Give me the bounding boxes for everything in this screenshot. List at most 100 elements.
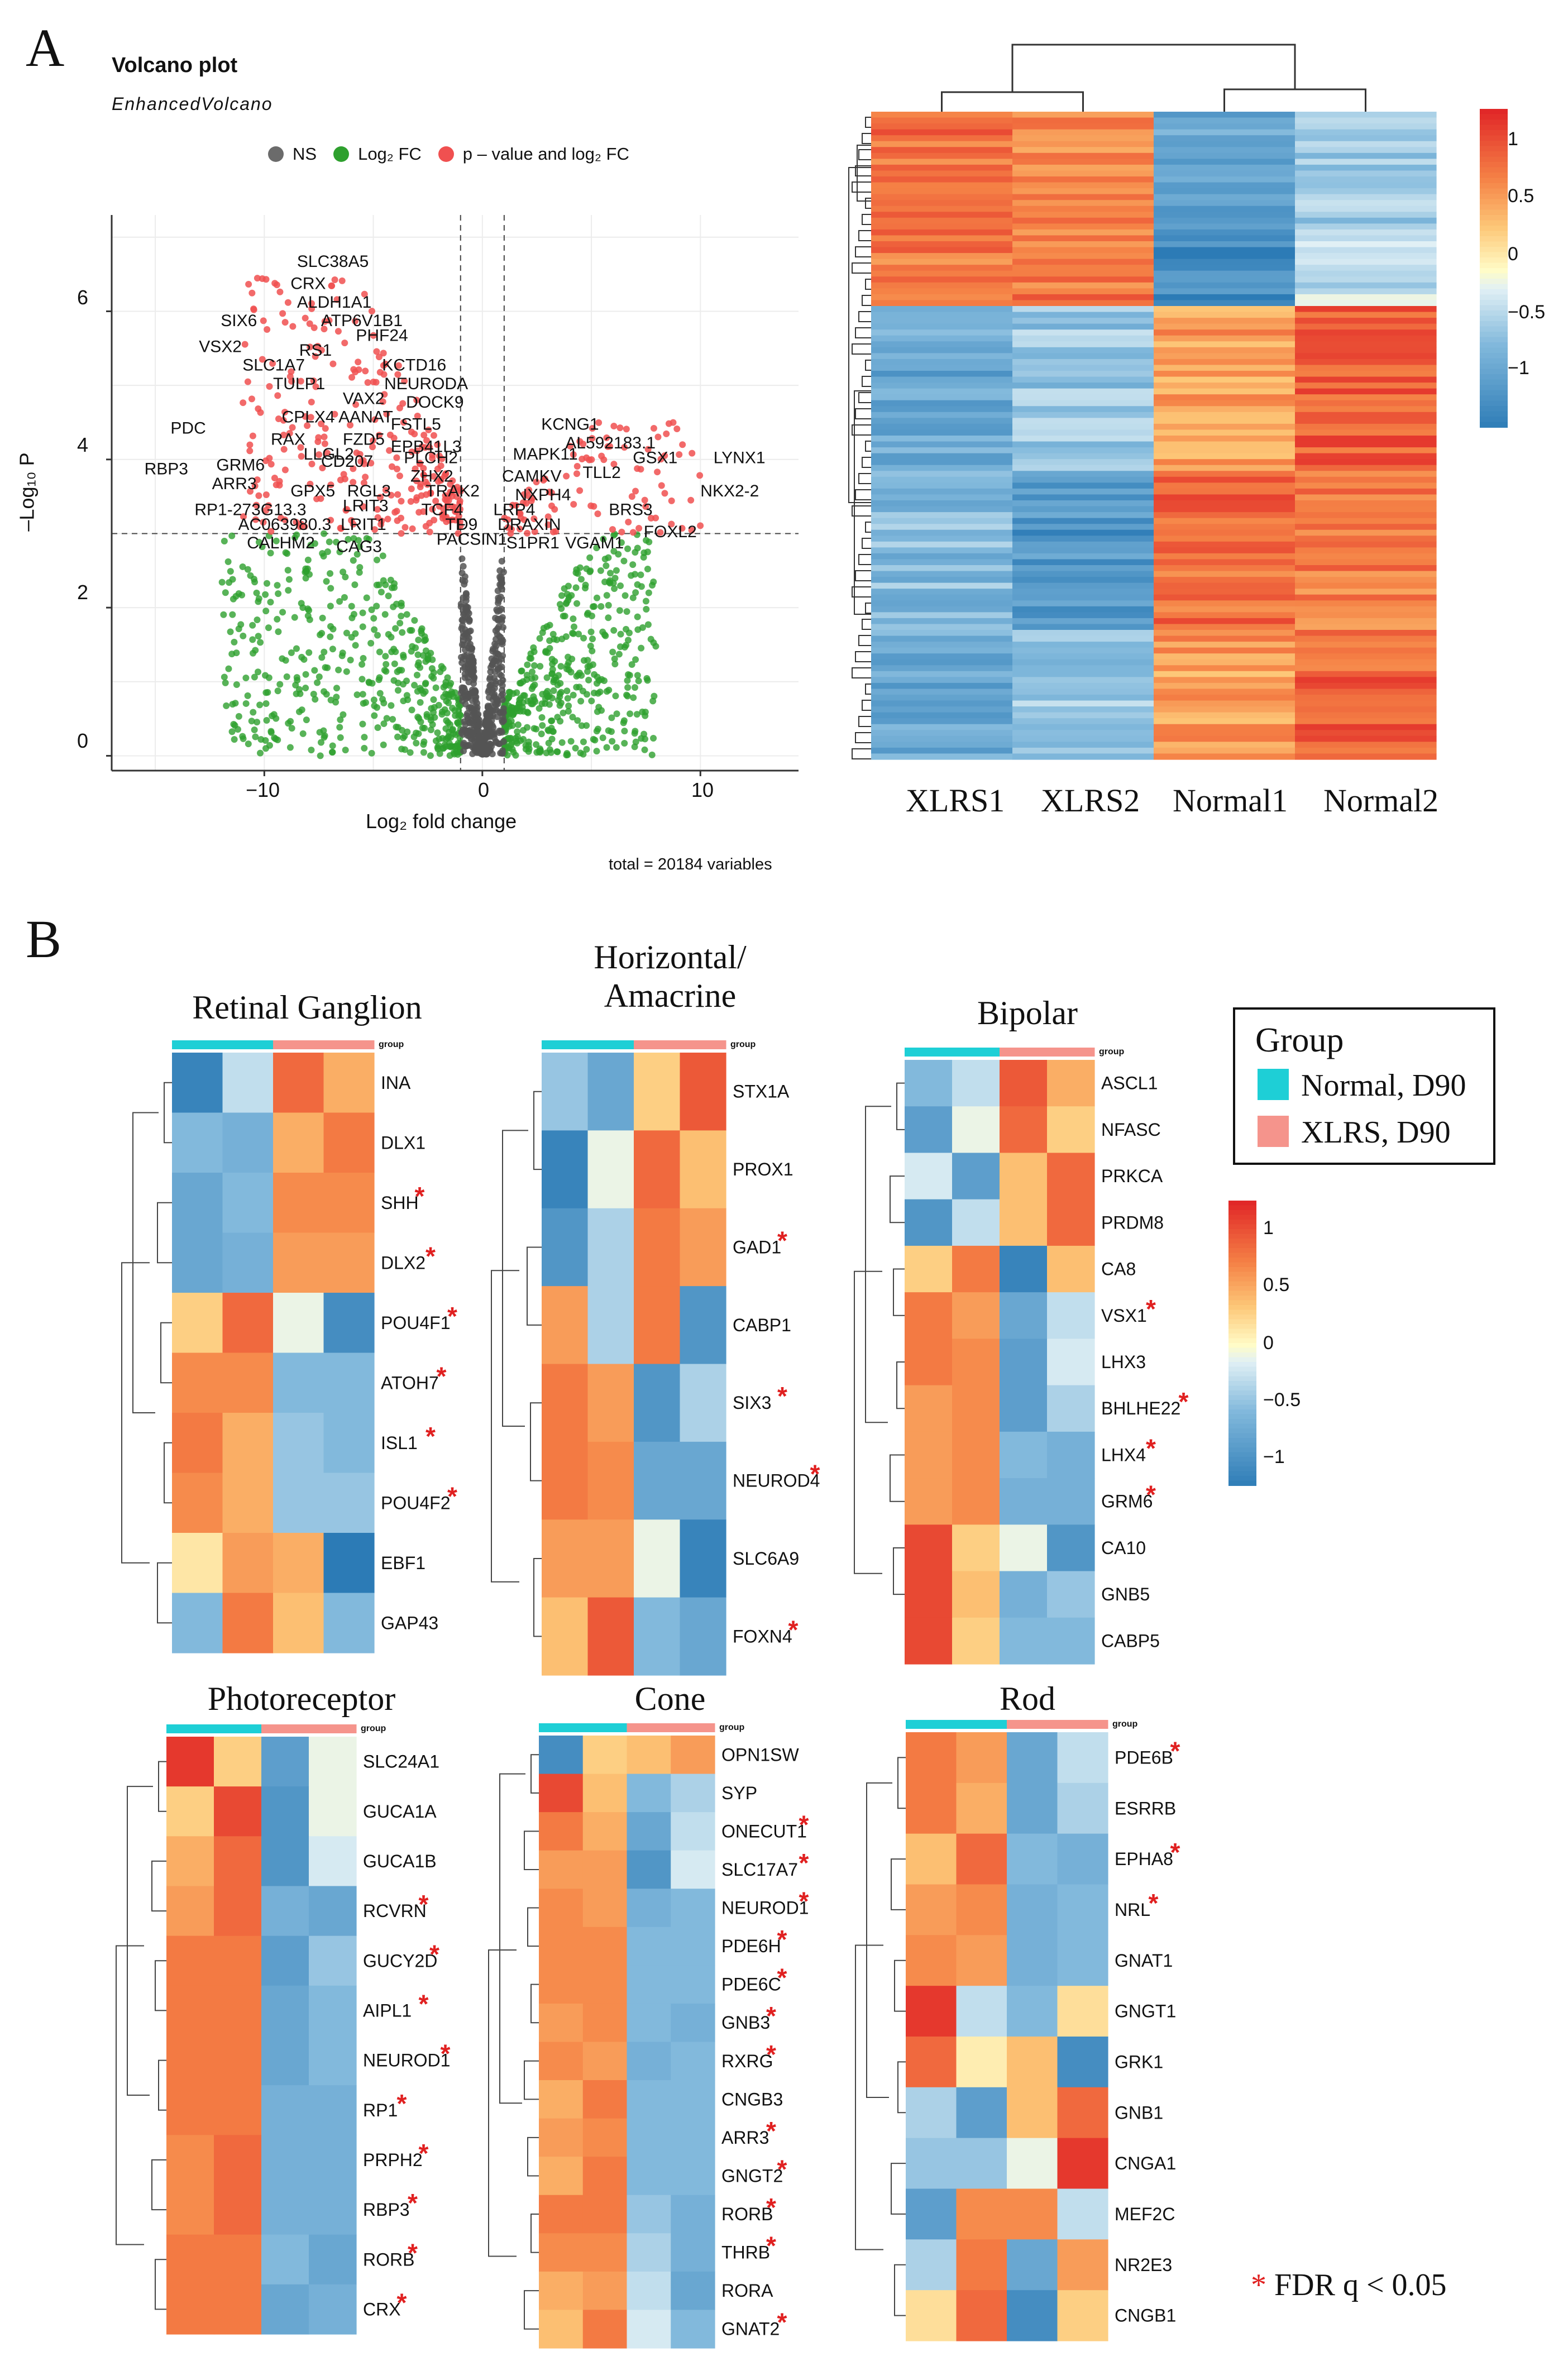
volcano-point-fc bbox=[388, 702, 395, 709]
heatmap-a-cell bbox=[1295, 471, 1437, 477]
dendro-left-branch bbox=[855, 408, 871, 419]
gene-label: CNGB1 bbox=[1115, 2306, 1176, 2326]
a-scale-segment bbox=[1480, 215, 1508, 221]
heatmap-cell bbox=[1007, 2037, 1058, 2088]
volcano-point-sig bbox=[319, 465, 326, 472]
volcano-point-fc bbox=[351, 581, 358, 589]
volcano-point-fc bbox=[323, 578, 330, 585]
b-scale-segment bbox=[1228, 1258, 1256, 1263]
heatmap-cell bbox=[539, 2042, 584, 2081]
volcano-point-fc bbox=[638, 644, 645, 652]
group-bar-cell bbox=[539, 1723, 584, 1732]
heatmap-cell bbox=[1057, 1833, 1108, 1885]
volcano-point-sig bbox=[610, 422, 618, 429]
volcano-point-fc bbox=[299, 730, 307, 737]
volcano-point-fc bbox=[427, 716, 434, 724]
volcano-point-fc bbox=[567, 738, 575, 745]
group-bar-cell bbox=[582, 1723, 627, 1732]
volcano-point-sig bbox=[548, 489, 555, 496]
heatmap-a-cell bbox=[1295, 306, 1437, 313]
group-bar-cell bbox=[172, 1040, 223, 1049]
heatmap-a-cell bbox=[1295, 359, 1437, 366]
volcano-point-fc bbox=[445, 699, 452, 706]
volcano-point-sig bbox=[302, 413, 309, 420]
volcano-point-fc bbox=[374, 632, 381, 639]
heatmap-a-cell bbox=[1295, 559, 1437, 566]
heatmap-a-cell bbox=[1012, 400, 1154, 407]
volcano-point-fc bbox=[554, 748, 561, 756]
heatmap-cell bbox=[671, 2271, 715, 2311]
heatmap-cell bbox=[680, 1286, 726, 1365]
heatmap-a-cell bbox=[1012, 383, 1154, 389]
legend-fc-label: Log₂ FC bbox=[358, 144, 422, 164]
volcano-point-sig bbox=[401, 524, 409, 531]
heatmap-a-cell bbox=[1295, 600, 1437, 607]
volcano-point-fc bbox=[605, 727, 612, 734]
volcano-point-sig bbox=[352, 318, 359, 325]
heatmap-a-cell bbox=[871, 689, 1013, 695]
heatmap-cell bbox=[539, 1927, 584, 1966]
volcano-point-sig bbox=[632, 487, 639, 495]
heatmap-a-cell bbox=[871, 753, 1013, 760]
volcano-point-ns bbox=[484, 729, 491, 737]
a-scale-segment bbox=[1480, 141, 1508, 147]
heatmap-cell bbox=[222, 1112, 274, 1173]
gene-label: NRL bbox=[1115, 1900, 1150, 1920]
heatmap-cell bbox=[166, 1786, 214, 1837]
volcano-point-fc bbox=[538, 714, 546, 721]
volcano-point-sig bbox=[426, 444, 433, 451]
volcano-point-fc bbox=[374, 724, 381, 731]
volcano-point-ns bbox=[460, 617, 467, 624]
dendro-left-branch bbox=[862, 376, 871, 387]
heatmap-a-cell bbox=[1012, 659, 1154, 666]
heatmap-a-cell bbox=[1154, 618, 1295, 625]
volcano-point-fc bbox=[452, 712, 459, 719]
a-scale-segment bbox=[1480, 120, 1508, 126]
heatmap-a-cell bbox=[1154, 235, 1295, 242]
volcano-point-fc bbox=[506, 723, 513, 730]
panel-a-letter: A bbox=[26, 18, 65, 78]
heatmap-cell bbox=[323, 1053, 375, 1113]
gene-label: LHX4 bbox=[1101, 1445, 1146, 1465]
heatmap-a-cell bbox=[1012, 212, 1154, 218]
heatmap-cell bbox=[273, 1473, 324, 1533]
heatmap-a-cell bbox=[1154, 123, 1295, 130]
volcano-point-fc bbox=[643, 537, 650, 544]
volcano-point-fc bbox=[419, 724, 426, 732]
heatmap-a-cell bbox=[871, 465, 1013, 471]
a-scale-segment bbox=[1480, 178, 1508, 184]
gene-label: GNB1 bbox=[1115, 2102, 1163, 2123]
volcano-point-ns bbox=[464, 608, 471, 615]
b-scale-segment bbox=[1228, 1347, 1256, 1353]
volcano-point-sig bbox=[388, 491, 395, 499]
volcano-point-sig bbox=[267, 461, 275, 468]
volcano-point-sig bbox=[371, 526, 378, 533]
volcano-point-fc bbox=[361, 734, 368, 741]
heatmap-cell bbox=[582, 1889, 628, 1928]
group-bar-cell bbox=[1000, 1048, 1048, 1057]
volcano-point-sig bbox=[318, 420, 325, 427]
volcano-gene-label: AL592183.1 bbox=[565, 434, 656, 452]
heatmap-a-cell bbox=[871, 406, 1013, 413]
volcano-point-ns bbox=[462, 597, 470, 604]
heatmap-a-cell bbox=[1154, 229, 1295, 236]
volcano-point-sig bbox=[254, 275, 261, 282]
volcano-point-sig bbox=[396, 472, 403, 480]
heatmap-a-cell bbox=[1295, 217, 1437, 224]
volcano-point-fc bbox=[536, 635, 543, 642]
significance-star: * bbox=[426, 1422, 436, 1451]
heatmap-cell bbox=[1000, 1431, 1048, 1479]
heatmap-a-cell bbox=[871, 647, 1013, 654]
heatmap-a-cell bbox=[1295, 518, 1437, 524]
heatmap-a-cell bbox=[1295, 653, 1437, 660]
volcano-point-fc bbox=[327, 633, 334, 641]
volcano-point-fc bbox=[629, 561, 637, 568]
volcano-point-sig bbox=[379, 398, 386, 405]
volcano-point-fc bbox=[336, 548, 343, 556]
a-scale-tick-neg1: −1 bbox=[1508, 357, 1529, 379]
heatmap-a-cell bbox=[1012, 718, 1154, 725]
dendro-left-branch bbox=[855, 651, 871, 662]
heatmap-cell bbox=[1000, 1385, 1048, 1432]
heatmap-a-cell bbox=[1295, 129, 1437, 136]
volcano-point-fc bbox=[644, 548, 651, 556]
